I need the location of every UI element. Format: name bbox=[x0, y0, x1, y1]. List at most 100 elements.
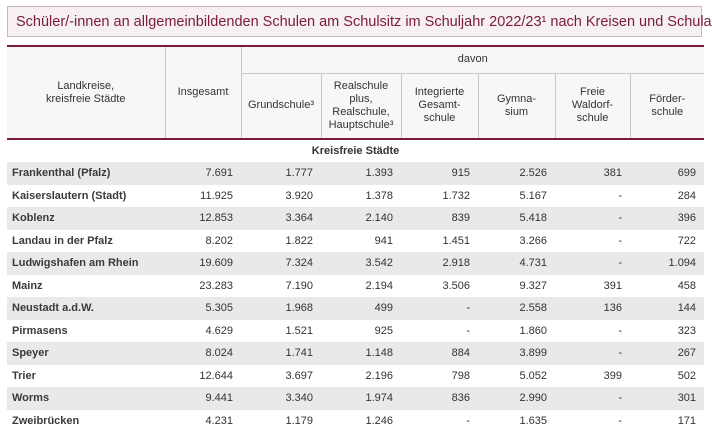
table-row: Trier 12.644 3.697 2.196 798 5.052 399 502 bbox=[7, 365, 704, 388]
cell-value: 23.283 bbox=[199, 279, 233, 292]
cell-value: - bbox=[618, 234, 622, 247]
cell-value: 5.305 bbox=[165, 297, 241, 320]
cell-value: 1.974 bbox=[321, 387, 401, 410]
cell-value: 1.741 bbox=[241, 342, 321, 365]
section-row: Kreisfreie Städte bbox=[7, 139, 705, 162]
cell-value: 12.644 bbox=[199, 369, 233, 382]
header-davon: davon bbox=[240, 45, 705, 74]
cell-value: 136 bbox=[555, 297, 630, 320]
header-col-gymnasium: Gymna-sium bbox=[477, 73, 555, 140]
table-row: Mainz 23.283 7.190 2.194 3.506 9.327 391 458 bbox=[7, 275, 704, 298]
cell-value: 1.378 bbox=[365, 189, 393, 202]
section-label: Kreisfreie Städte bbox=[7, 139, 705, 162]
cell-value: 3.542 bbox=[321, 252, 401, 275]
cell-value: 3.899 bbox=[478, 342, 555, 365]
cell-value: 19.609 bbox=[165, 252, 241, 275]
row-name: Trier bbox=[12, 369, 36, 382]
cell-value: 9.327 bbox=[519, 279, 547, 292]
cell-value: 5.052 bbox=[519, 369, 547, 382]
cell-value: 1.451 bbox=[442, 234, 470, 247]
cell-value: 3.364 bbox=[241, 207, 321, 230]
cell-value: 284 bbox=[677, 189, 697, 202]
cell-value: - bbox=[401, 297, 478, 320]
cell-value: 458 bbox=[677, 279, 697, 292]
header-col-realschule: Realschule plus, Realschule, Hauptschule³ bbox=[320, 73, 401, 140]
cell-value: - bbox=[466, 324, 470, 337]
table-row: Kaiserslautern (Stadt) 11.925 3.920 1.378 1.… bbox=[7, 185, 704, 208]
cell-value: 7.324 bbox=[241, 252, 321, 275]
row-name: Zweibrücken bbox=[12, 414, 80, 427]
row-name: Neustadt a.d.W. bbox=[7, 297, 165, 320]
data-table: Landkreise, kreisfreie Städte Insgesamt … bbox=[7, 45, 705, 433]
cell-value: 8.202 bbox=[205, 234, 233, 247]
cell-value: 2.140 bbox=[321, 207, 401, 230]
cell-value: 2.918 bbox=[401, 252, 478, 275]
cell-value: 2.526 bbox=[478, 162, 555, 185]
cell-value: 839 bbox=[401, 207, 478, 230]
cell-value: 1.860 bbox=[519, 324, 547, 337]
cell-value: 2.558 bbox=[478, 297, 555, 320]
cell-value: 941 bbox=[374, 234, 393, 247]
cell-value: 798 bbox=[451, 369, 470, 382]
table-row: Worms 9.441 3.340 1.974 836 2.990-301 bbox=[7, 387, 705, 410]
row-name: Speyer bbox=[7, 342, 165, 365]
table-body: Kreisfreie Städte Frankenthal (Pfalz) 7.6… bbox=[7, 139, 705, 433]
row-name: Mainz bbox=[12, 279, 43, 292]
cell-value: 381 bbox=[555, 162, 630, 185]
cell-value: 7.691 bbox=[165, 162, 241, 185]
cell-value: 12.853 bbox=[165, 207, 241, 230]
cell-value: 1.635 bbox=[519, 414, 547, 427]
cell-value: 3.340 bbox=[241, 387, 321, 410]
table-row: Speyer 8.024 1.741 1.148 884 3.899-267 bbox=[7, 342, 705, 365]
cell-value: - bbox=[618, 414, 622, 427]
cell-value: - bbox=[555, 207, 630, 230]
cell-value: 3.920 bbox=[285, 189, 313, 202]
cell-value: 2.194 bbox=[365, 279, 393, 292]
cell-value: 1.777 bbox=[241, 162, 321, 185]
table-row: Zweibrücken 4.231 1.179 1.246 - 1.635 - 171 bbox=[7, 410, 704, 433]
row-name: Pirmasens bbox=[12, 324, 68, 337]
cell-value: 2.990 bbox=[478, 387, 555, 410]
table-row: Landau in der Pfalz 8.202 1.822 941 1.451 3.2… bbox=[7, 230, 704, 253]
cell-value: 144 bbox=[630, 297, 705, 320]
cell-value: 3.506 bbox=[442, 279, 470, 292]
cell-value: 1.822 bbox=[285, 234, 313, 247]
cell-value: 2.196 bbox=[365, 369, 393, 382]
table-row: Ludwigshafen am Rhein 19.609 7.324 3.542 2.9… bbox=[7, 252, 705, 275]
header-total: Insgesamt bbox=[164, 45, 241, 140]
cell-value: - bbox=[618, 324, 622, 337]
cell-value: 499 bbox=[321, 297, 401, 320]
cell-value: - bbox=[555, 252, 630, 275]
row-name: Kaiserslautern (Stadt) bbox=[12, 189, 127, 202]
cell-value: 391 bbox=[603, 279, 622, 292]
cell-value: 7.190 bbox=[285, 279, 313, 292]
header-region: Landkreise, kreisfreie Städte bbox=[7, 45, 165, 140]
cell-value: 1.393 bbox=[321, 162, 401, 185]
cell-value: 11.925 bbox=[200, 189, 233, 202]
row-name: Koblenz bbox=[7, 207, 165, 230]
table-row: Neustadt a.d.W. 5.305 1.968 499-2.558 136 144 bbox=[7, 297, 705, 320]
cell-value: 5.167 bbox=[519, 189, 547, 202]
cell-value: 301 bbox=[630, 387, 705, 410]
cell-value: 399 bbox=[603, 369, 622, 382]
cell-value: 323 bbox=[677, 324, 697, 337]
cell-value: 1.521 bbox=[285, 324, 313, 337]
cell-value: 5.418 bbox=[478, 207, 555, 230]
cell-value: 884 bbox=[401, 342, 478, 365]
cell-value: 3.266 bbox=[519, 234, 547, 247]
cell-value: - bbox=[555, 342, 630, 365]
table-row: Pirmasens 4.629 1.521 925 - 1.860 - 323 bbox=[7, 320, 704, 343]
row-name: Frankenthal (Pfalz) bbox=[7, 162, 165, 185]
table-title: Schüler/-innen an allgemeinbildenden Sch… bbox=[16, 14, 712, 30]
header-col-waldorfschule: Freie Waldorf-schule bbox=[554, 73, 630, 140]
cell-value: 4.629 bbox=[205, 324, 233, 337]
cell-value: 836 bbox=[401, 387, 478, 410]
cell-value: 1.179 bbox=[285, 414, 313, 427]
header-col-gesamtschule: Integrierte Gesamt-schule bbox=[400, 73, 478, 140]
cell-value: 722 bbox=[677, 234, 697, 247]
table-header: Landkreise, kreisfreie Städte Insgesamt … bbox=[7, 45, 705, 140]
cell-value: 1.148 bbox=[321, 342, 401, 365]
cell-value: 396 bbox=[630, 207, 705, 230]
cell-value: - bbox=[466, 414, 470, 427]
header-col-grundschule: Grundschule³ bbox=[240, 73, 321, 140]
